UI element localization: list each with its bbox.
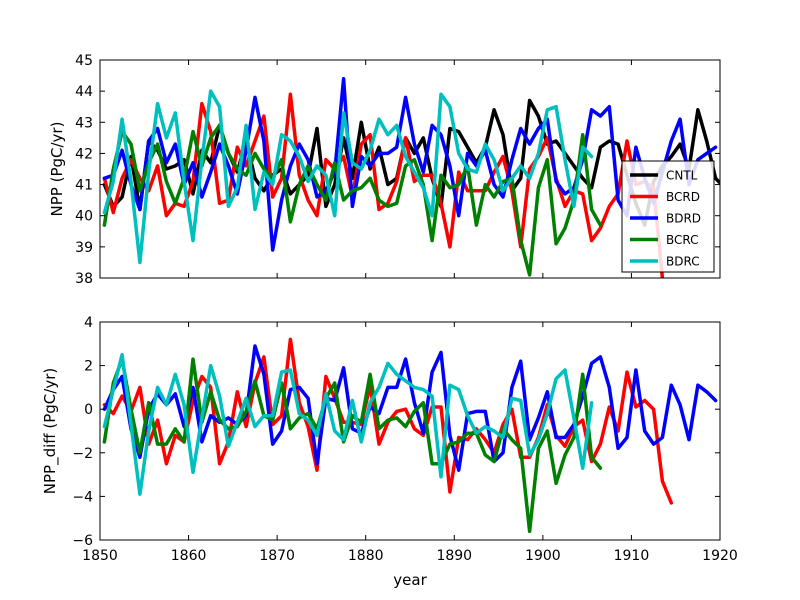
npp-diff-y-tick-label: 2 — [84, 359, 93, 375]
npp-diff-panel: −6 −4 −2 0 2 4 1850 1860 1870 1880 1890 1900 1910 19… — [41, 315, 738, 589]
x-tick-label: 1910 — [614, 548, 650, 564]
x-tick-label: 1890 — [436, 548, 472, 564]
npp-y-tick-label: 40 — [75, 209, 93, 225]
npp-y-tick-label: 39 — [75, 240, 93, 256]
legend-label-bdrd: BDRD — [666, 212, 701, 226]
npp-axes-frame — [99, 59, 721, 279]
npp-y-ticks: 38 39 40 41 42 43 44 45 — [75, 53, 720, 287]
npp-x-ticks — [99, 60, 721, 278]
npp-diff-series-bdrc — [102, 352, 594, 496]
npp-series-bdrd — [102, 76, 718, 252]
legend-label-bdrc: BDRC — [666, 255, 700, 269]
npp-diff-y-tick-label: −2 — [72, 446, 93, 462]
npp-y-tick-label: 43 — [75, 115, 93, 131]
x-tick-label: 1880 — [348, 548, 384, 564]
npp-diff-x-ticks: 1850 1860 1870 1880 1890 1900 1910 1920 — [82, 322, 738, 564]
npp-y-tick-label: 45 — [75, 53, 93, 69]
legend-label-bcrd: BCRD — [666, 190, 700, 204]
npp-panel: 38 39 40 41 42 43 44 45 NPP (PgC/yr) CNTL BCRD BD… — [48, 53, 721, 287]
npp-diff-y-tick-label: 4 — [84, 315, 93, 331]
npp-diff-series-group — [102, 337, 718, 534]
x-axis-label: year — [393, 571, 427, 589]
npp-diff-y-tick-label: −4 — [72, 489, 93, 505]
legend-label-bcrc: BCRC — [666, 233, 699, 247]
npp-y-axis-label: NPP (PgC/yr) — [48, 122, 66, 217]
legend: CNTL BCRD BDRD BCRC BDRC — [621, 160, 715, 273]
npp-y-tick-label: 44 — [75, 84, 93, 100]
legend-label-cntl: CNTL — [666, 169, 698, 183]
npp-y-tick-label: 38 — [75, 271, 93, 287]
x-tick-label: 1850 — [82, 548, 118, 564]
npp-series-bdrc — [102, 89, 594, 265]
npp-y-tick-label: 41 — [75, 178, 93, 194]
x-tick-label: 1920 — [702, 548, 738, 564]
npp-diff-y-tick-label: 0 — [84, 402, 93, 418]
x-tick-label: 1860 — [171, 548, 207, 564]
npp-diff-axes-frame — [99, 321, 721, 541]
npp-diff-y-axis-label: NPP_diff (PgC/yr) — [41, 368, 60, 494]
npp-diff-y-ticks: −6 −4 −2 0 2 4 — [72, 315, 720, 549]
x-tick-label: 1900 — [525, 548, 561, 564]
npp-diff-y-tick-label: −6 — [72, 533, 93, 549]
x-tick-label: 1870 — [259, 548, 295, 564]
npp-diff-series-bdrd — [102, 344, 718, 472]
npp-series-bcrc — [102, 123, 603, 277]
npp-y-tick-label: 42 — [75, 146, 93, 162]
